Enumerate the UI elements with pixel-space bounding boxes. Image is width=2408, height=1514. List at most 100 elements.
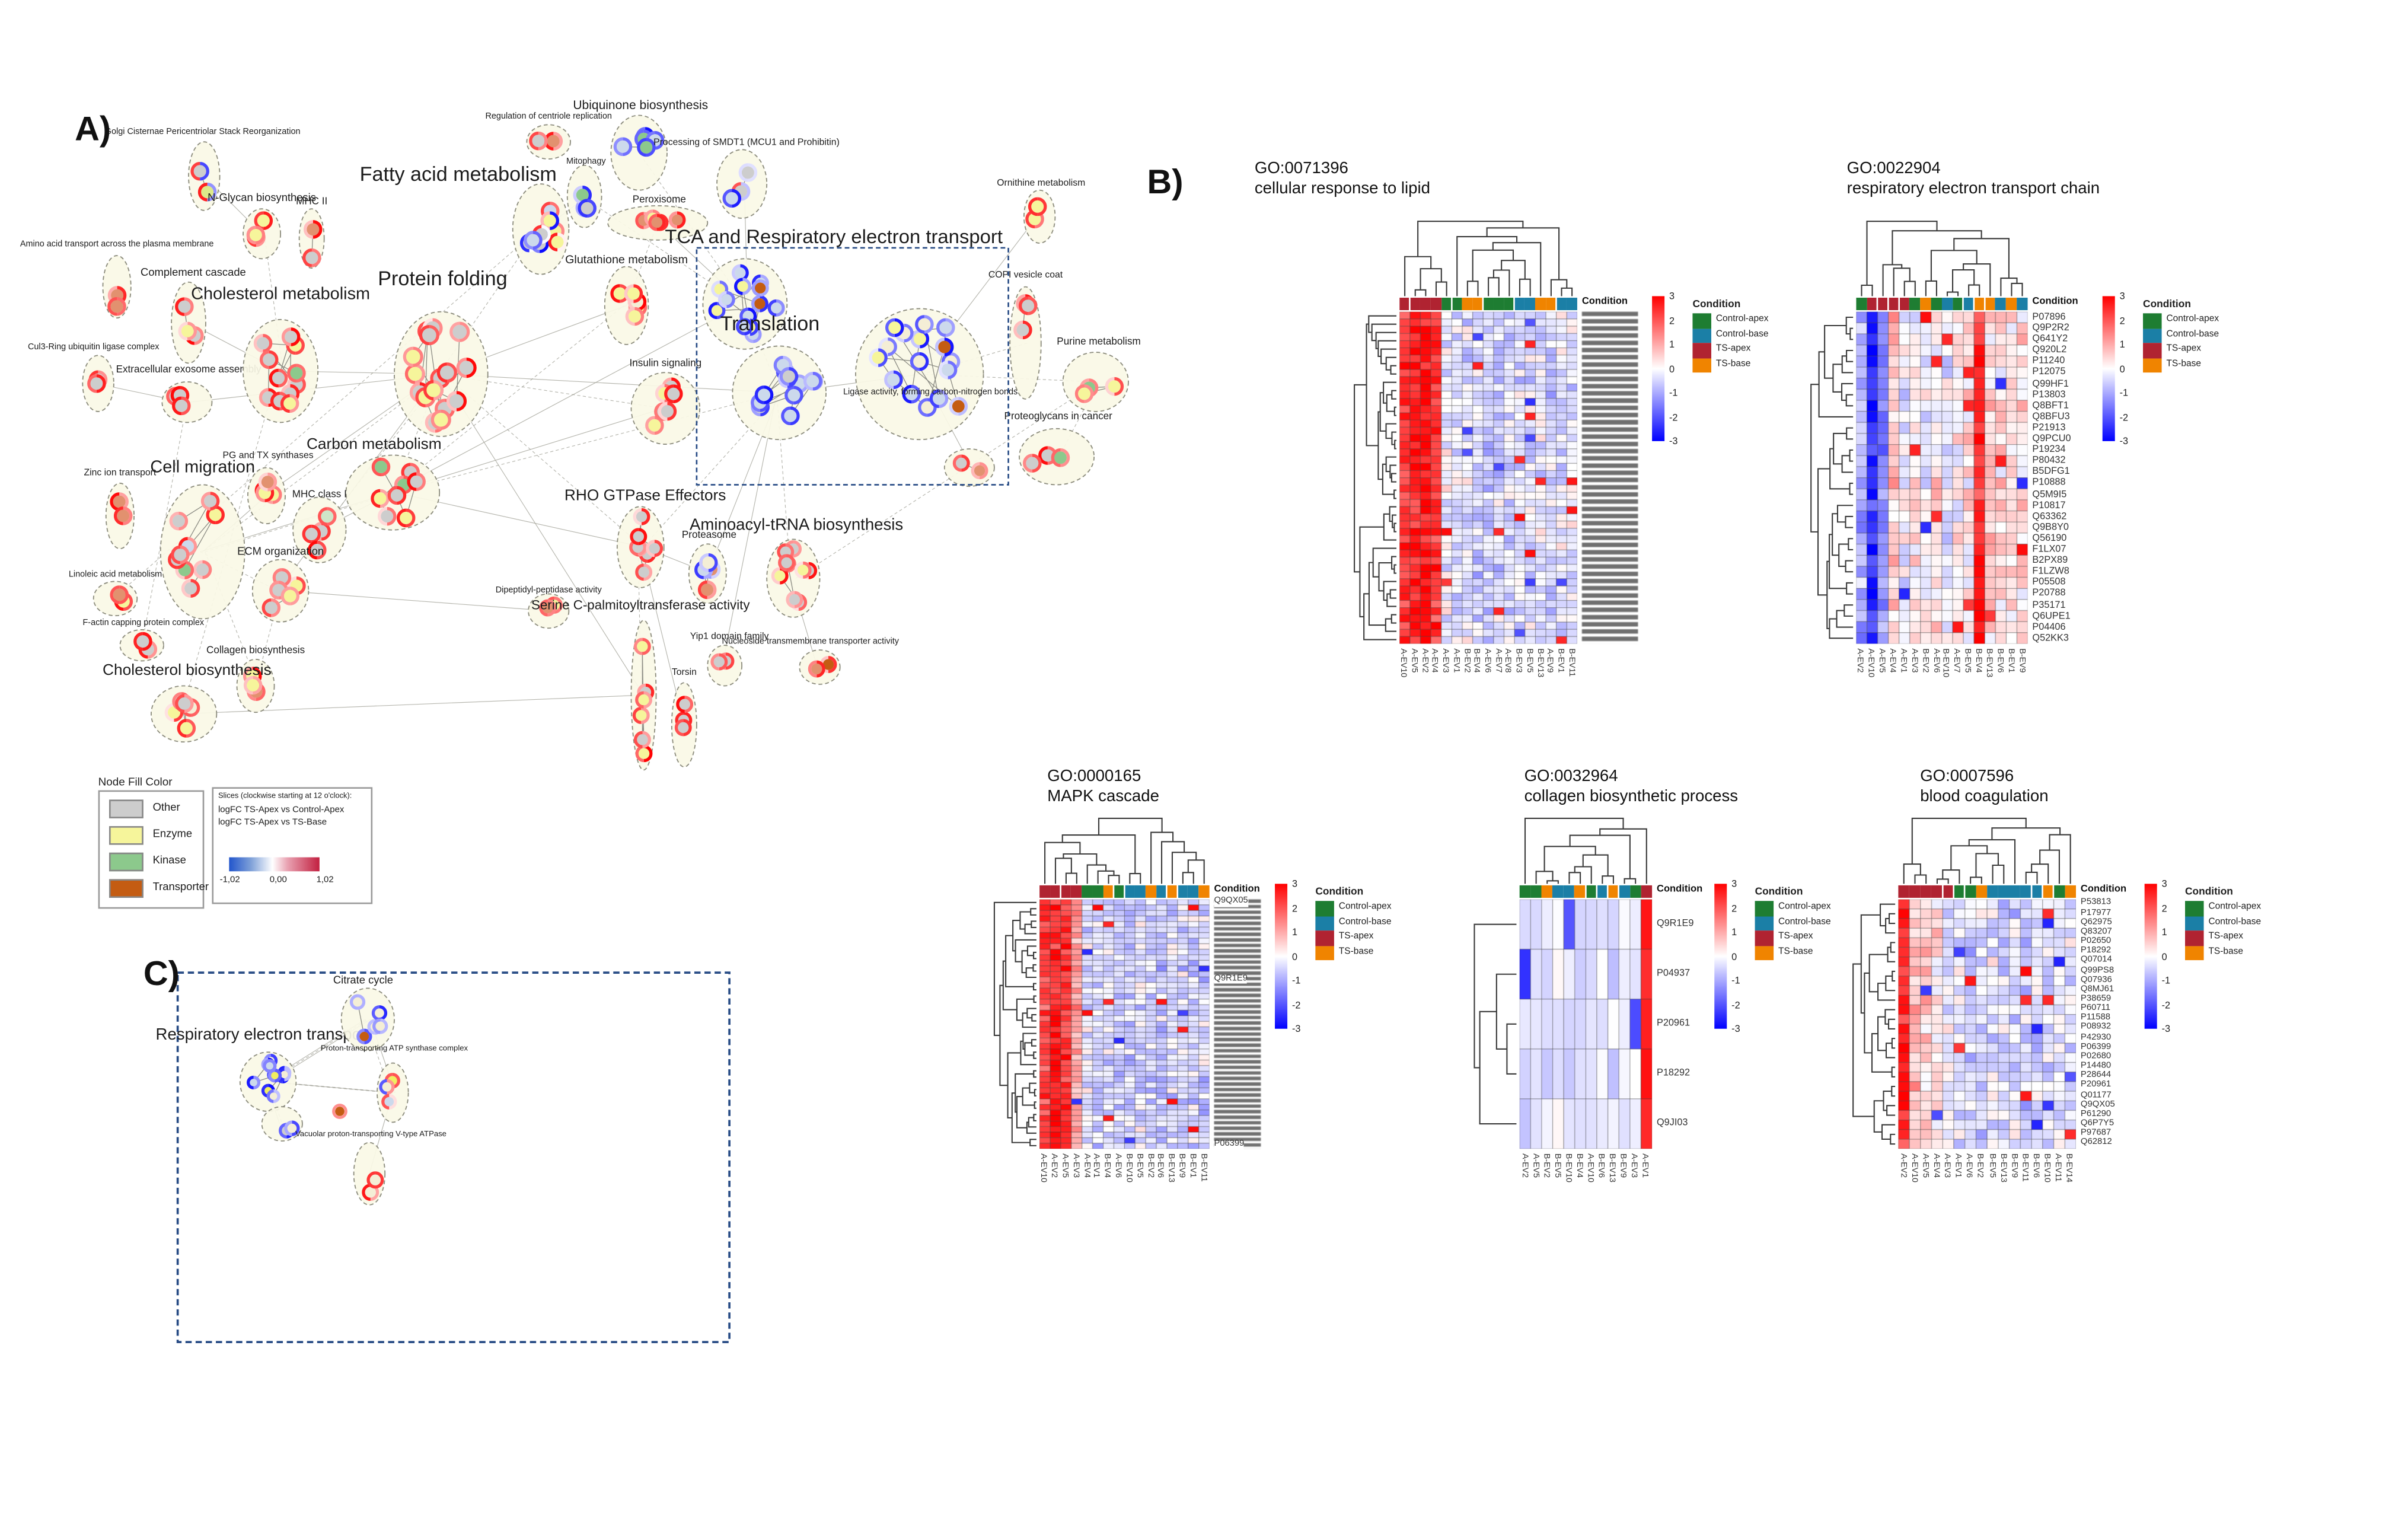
- condition-cell: [2009, 885, 2020, 898]
- dendro-branch: [1385, 456, 1397, 473]
- condition-strip-header: Condition: [1581, 295, 1628, 307]
- cluster-edge: [443, 374, 643, 548]
- column-label: A-EV5: [1409, 648, 1418, 673]
- node-slice-right: [642, 731, 651, 748]
- node-slice-right: [878, 348, 888, 367]
- node-slice-left: [371, 457, 381, 477]
- node-slice-right: [379, 1018, 388, 1034]
- node-slice-left: [381, 1094, 390, 1110]
- dendro-branch: [1029, 1139, 1036, 1146]
- condition-strip: [1519, 885, 1652, 898]
- dendro-branch: [1849, 327, 1854, 340]
- node-slice-right: [202, 560, 212, 579]
- cluster-peroxisome: Peroxisome: [607, 194, 709, 241]
- cluster-label: Glutathione metabolism: [565, 253, 688, 266]
- column-label: A-EV9: [1545, 648, 1555, 673]
- dendro-branch: [1582, 854, 1609, 876]
- dendro-branch: [1015, 1073, 1034, 1113]
- colorbar-tick: -3: [1291, 1024, 1301, 1035]
- dendro-branch: [2031, 863, 2049, 884]
- dendro-branch: [999, 984, 1008, 1086]
- condition-cell: [1493, 298, 1504, 311]
- dendro-branch: [2000, 278, 2018, 297]
- colorbar-tick: 1: [2119, 339, 2125, 351]
- dendro-branch: [1501, 260, 1526, 279]
- column-label: B-EV6: [1155, 1153, 1165, 1178]
- condition-legend-item: Control-apex: [2185, 901, 2261, 916]
- pathway-node: [181, 324, 194, 337]
- column-label: A-EV5: [1877, 648, 1886, 673]
- row-label: P10888: [2032, 477, 2066, 489]
- node-slice-right: [272, 485, 282, 504]
- row-label: F1LZW8: [2032, 566, 2069, 578]
- pathway-node: [196, 563, 209, 576]
- node-slice-left: [784, 385, 795, 405]
- node-slice-left: [266, 1089, 274, 1104]
- node-slice-left: [110, 492, 120, 511]
- cluster-label: PG and TX synthases: [223, 451, 314, 461]
- pathway-node: [543, 214, 556, 227]
- dendro-branch: [1877, 983, 1896, 1001]
- node-slice-right: [1114, 377, 1124, 396]
- node-slice-right: [379, 489, 390, 508]
- cluster-label: Golgi Cisternae Pericentriolar Stack Reo…: [105, 127, 301, 136]
- cluster-label: MHC II: [296, 195, 327, 206]
- condition-cell: [1409, 298, 1420, 311]
- node-slice-left: [773, 355, 783, 375]
- column-label: B-EV14: [2064, 1153, 2074, 1182]
- dendro-branch: [1836, 610, 1854, 628]
- cluster-cellmig: Cell migration: [150, 457, 255, 620]
- condition-swatch: [2185, 916, 2204, 931]
- condition-cell: [1441, 298, 1452, 311]
- node-slice-left: [578, 199, 588, 218]
- node-slice-left: [654, 402, 664, 421]
- column-label: A-EV1: [1092, 1153, 1101, 1178]
- row-label: P61290: [2080, 1110, 2112, 1119]
- condition-swatch: [1755, 916, 1774, 931]
- node-slice-right: [387, 1079, 395, 1095]
- dendro-branch: [1026, 945, 1036, 957]
- dendro-branch: [1171, 852, 1197, 884]
- node-slice-right: [726, 291, 735, 308]
- cluster-edge: [392, 374, 442, 493]
- condition-swatch: [1692, 313, 1711, 329]
- cluster-edge: [390, 304, 743, 493]
- pathway-node: [787, 388, 800, 401]
- dendro-branch: [1903, 863, 1921, 884]
- go-name: cellular response to lipid: [1254, 178, 1430, 197]
- row-labels-illegible: [1214, 899, 1261, 1149]
- slices-legend-line3: logFC TS-Apex vs TS-Base: [218, 818, 327, 828]
- row-labels: P53813 P17977 Q62975 Q83207 P02650 P18292 Q070…: [2080, 899, 2143, 1149]
- pathway-node: [782, 370, 795, 383]
- node-slice-right: [828, 656, 837, 674]
- column-label: A-EV2: [1897, 1153, 1908, 1178]
- pathway-node: [375, 1008, 384, 1018]
- row-label: P08932: [2080, 1023, 2112, 1033]
- dendro-branch: [1392, 514, 1397, 528]
- node-slice-left: [668, 211, 678, 229]
- dendro-branch: [1435, 281, 1447, 297]
- colorbar-tick: 2: [1731, 903, 1737, 914]
- condition-swatch: [1315, 945, 1334, 961]
- go-name: MAPK cascade: [1047, 786, 1159, 805]
- node-slice-left: [259, 388, 269, 407]
- node-fill-legend-item: Transporter: [100, 876, 209, 903]
- node-slice-left: [263, 1059, 270, 1073]
- node-slice-left: [253, 334, 263, 353]
- condition-label: TS-apex: [2166, 345, 2201, 355]
- node-slice-left: [884, 370, 894, 390]
- node-slice-right: [793, 540, 802, 558]
- node-slice-left: [803, 372, 813, 391]
- pathway-node: [701, 583, 714, 597]
- node-slice-right: [271, 598, 281, 617]
- dendro-branch: [1887, 946, 1896, 962]
- node-slice-left: [1018, 296, 1028, 315]
- node-slice-right: [429, 325, 439, 346]
- node-slice-right: [116, 297, 126, 316]
- node-slice-right: [557, 232, 567, 251]
- condition-cell: [1556, 298, 1567, 311]
- condition-cell: [1541, 885, 1552, 898]
- pathway-node: [881, 340, 894, 353]
- cluster-c-small: [261, 1106, 303, 1142]
- tca-dashed-box: [696, 247, 1009, 486]
